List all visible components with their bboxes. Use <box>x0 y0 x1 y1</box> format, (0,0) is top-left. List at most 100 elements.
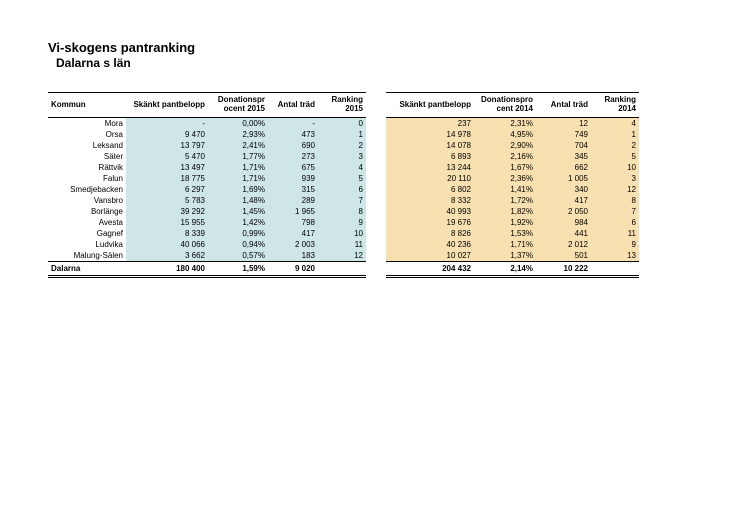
cell-rank: 4 <box>318 162 366 173</box>
total-label: Dalarna <box>48 261 126 276</box>
total-rank-2014 <box>591 261 639 276</box>
cell-trad: 662 <box>536 162 591 173</box>
cell-kommun: Säter <box>48 151 126 162</box>
cell-trad: 417 <box>536 195 591 206</box>
cell-pct: 1,42% <box>208 217 268 228</box>
cell-rank: 9 <box>591 239 639 250</box>
cell-pant: 8 332 <box>386 195 474 206</box>
cell-rank: 13 <box>591 250 639 262</box>
cell-pant: - <box>126 117 208 129</box>
cell-rank: 9 <box>318 217 366 228</box>
cell-pant: 5 783 <box>126 195 208 206</box>
cell-trad: 690 <box>268 140 318 151</box>
cell-pct: 1,48% <box>208 195 268 206</box>
h-pct-2014: Donationsprocent 2014 <box>474 92 536 117</box>
table-row: 19 6761,92%9846 <box>386 217 639 228</box>
cell-pant: 3 662 <box>126 250 208 262</box>
total-trad-2015: 9 020 <box>268 261 318 276</box>
total-rank-2015 <box>318 261 366 276</box>
table-2014: Skänkt pantbelopp Donationsprocent 2014 … <box>386 92 639 278</box>
cell-pant: 40 066 <box>126 239 208 250</box>
cell-rank: 0 <box>318 117 366 129</box>
cell-rank: 11 <box>591 228 639 239</box>
cell-pct: 0,00% <box>208 117 268 129</box>
cell-trad: - <box>268 117 318 129</box>
cell-rank: 10 <box>318 228 366 239</box>
cell-pant: 15 955 <box>126 217 208 228</box>
cell-pct: 1,45% <box>208 206 268 217</box>
cell-pct: 1,41% <box>474 184 536 195</box>
cell-pct: 2,41% <box>208 140 268 151</box>
cell-trad: 704 <box>536 140 591 151</box>
h-rank-2015: Ranking2015 <box>318 92 366 117</box>
cell-rank: 2 <box>318 140 366 151</box>
cell-rank: 11 <box>318 239 366 250</box>
cell-rank: 3 <box>318 151 366 162</box>
cell-trad: 441 <box>536 228 591 239</box>
cell-trad: 1 005 <box>536 173 591 184</box>
cell-pct: 0,94% <box>208 239 268 250</box>
table-row: 13 2441,67%66210 <box>386 162 639 173</box>
cell-pct: 1,77% <box>208 151 268 162</box>
cell-rank: 5 <box>591 151 639 162</box>
cell-pant: 40 236 <box>386 239 474 250</box>
cell-trad: 984 <box>536 217 591 228</box>
cell-trad: 289 <box>268 195 318 206</box>
cell-kommun: Smedjebacken <box>48 184 126 195</box>
cell-kommun: Borlänge <box>48 206 126 217</box>
cell-kommun: Falun <box>48 173 126 184</box>
table-row: 10 0271,37%50113 <box>386 250 639 262</box>
cell-trad: 501 <box>536 250 591 262</box>
cell-pct: 2,90% <box>474 140 536 151</box>
cell-pant: 20 110 <box>386 173 474 184</box>
cell-rank: 3 <box>591 173 639 184</box>
cell-trad: 273 <box>268 151 318 162</box>
cell-pant: 40 993 <box>386 206 474 217</box>
cell-pct: 1,72% <box>474 195 536 206</box>
h-trad-2015: Antal träd <box>268 92 318 117</box>
cell-trad: 417 <box>268 228 318 239</box>
cell-rank: 7 <box>591 206 639 217</box>
cell-trad: 315 <box>268 184 318 195</box>
cell-pant: 14 078 <box>386 140 474 151</box>
cell-kommun: Orsa <box>48 129 126 140</box>
table-row: Smedjebacken6 2971,69%3156 <box>48 184 366 195</box>
cell-pant: 39 292 <box>126 206 208 217</box>
h-rank-2014: Ranking2014 <box>591 92 639 117</box>
cell-kommun: Ludvika <box>48 239 126 250</box>
cell-trad: 473 <box>268 129 318 140</box>
cell-pant: 6 297 <box>126 184 208 195</box>
h-pant-2014: Skänkt pantbelopp <box>386 92 474 117</box>
cell-rank: 10 <box>591 162 639 173</box>
h-kommun: Kommun <box>48 92 126 117</box>
tables-wrap: Kommun Skänkt pantbelopp Donationsprocen… <box>48 92 698 278</box>
cell-pant: 13 797 <box>126 140 208 151</box>
table-row: Ludvika40 0660,94%2 00311 <box>48 239 366 250</box>
cell-pct: 1,71% <box>474 239 536 250</box>
cell-pct: 1,37% <box>474 250 536 262</box>
cell-kommun: Rättvik <box>48 162 126 173</box>
cell-pant: 5 470 <box>126 151 208 162</box>
cell-pct: 1,53% <box>474 228 536 239</box>
table-row: Säter5 4701,77%2733 <box>48 151 366 162</box>
cell-pct: 1,92% <box>474 217 536 228</box>
h-pct-2015: Donationsprocent 2015 <box>208 92 268 117</box>
cell-pant: 19 676 <box>386 217 474 228</box>
cell-kommun: Leksand <box>48 140 126 151</box>
cell-kommun: Malung-Sälen <box>48 250 126 262</box>
cell-trad: 2 012 <box>536 239 591 250</box>
table-row: Mora-0,00%-0 <box>48 117 366 129</box>
cell-rank: 5 <box>318 173 366 184</box>
cell-pant: 8 339 <box>126 228 208 239</box>
table-row: Gagnef8 3390,99%41710 <box>48 228 366 239</box>
cell-pct: 0,99% <box>208 228 268 239</box>
table-row: Vansbro5 7831,48%2897 <box>48 195 366 206</box>
total-pant-2015: 180 400 <box>126 261 208 276</box>
cell-rank: 12 <box>318 250 366 262</box>
table-row: Rättvik13 4971,71%6754 <box>48 162 366 173</box>
tbody-2015: Mora-0,00%-0Orsa9 4702,93%4731Leksand13 … <box>48 117 366 261</box>
cell-pct: 2,36% <box>474 173 536 184</box>
table-row: 40 2361,71%2 0129 <box>386 239 639 250</box>
cell-trad: 939 <box>268 173 318 184</box>
total-trad-2014: 10 222 <box>536 261 591 276</box>
